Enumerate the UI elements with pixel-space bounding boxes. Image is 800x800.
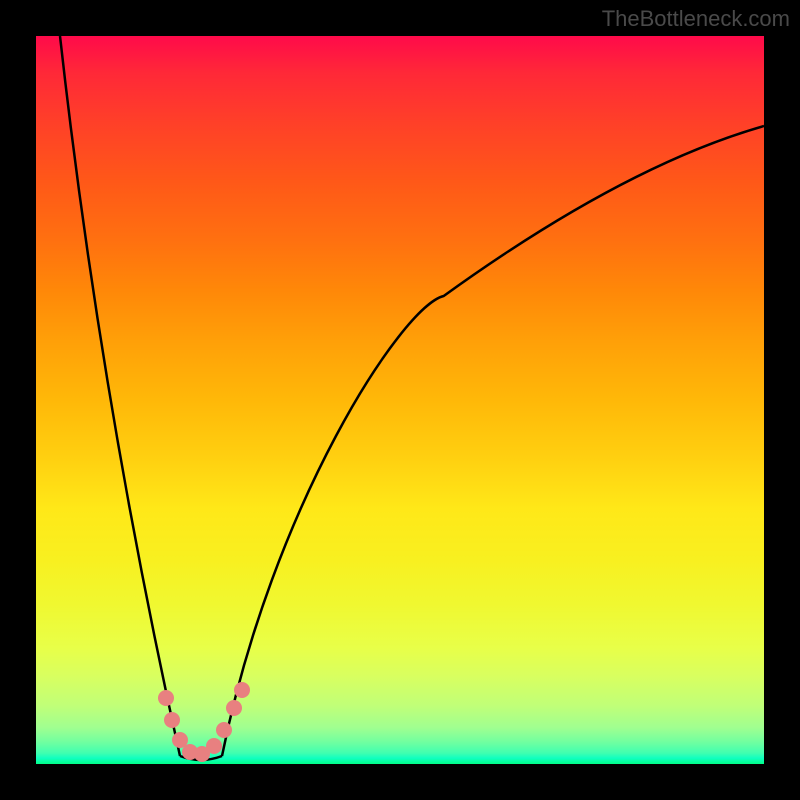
watermark-text: TheBottleneck.com [602,6,790,32]
curve-marker [164,712,180,728]
curve-right-branch [222,126,764,756]
curve-marker [234,682,250,698]
curve-marker [158,690,174,706]
watermark-label: TheBottleneck.com [602,6,790,31]
curve-markers [158,682,250,762]
chart-svg [36,36,764,764]
curve-left-branch [60,36,180,756]
chart-plot-area [36,36,764,764]
curve-group [60,36,764,760]
curve-marker [226,700,242,716]
curve-marker [206,738,222,754]
curve-marker [216,722,232,738]
